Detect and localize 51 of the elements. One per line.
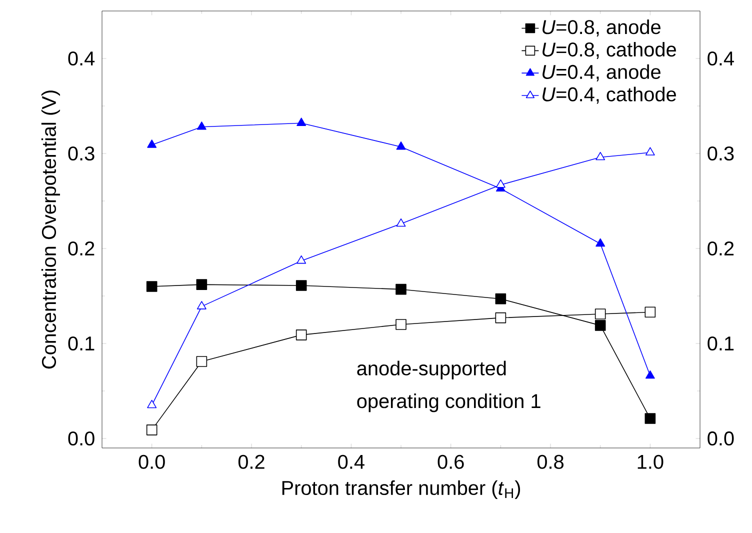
point — [496, 179, 506, 188]
point — [196, 279, 208, 290]
point — [594, 320, 606, 331]
legend-label: U=0.4, cathode — [542, 86, 676, 104]
point — [396, 319, 406, 330]
point — [146, 281, 158, 292]
y-axis-title: Concentration Overpotential (V) — [41, 90, 60, 369]
point — [296, 118, 306, 126]
point — [594, 308, 606, 320]
point — [147, 400, 157, 408]
point — [396, 218, 406, 227]
x-tick-label: 0.4 — [338, 454, 364, 469]
y2-tick-label: 0.1 — [708, 336, 734, 351]
x-tick-label: 1.0 — [638, 454, 664, 469]
x-axis-title: Proton transfer number (t$_{H}$) — [282, 480, 520, 499]
x-tick-label: 0.6 — [438, 454, 464, 469]
point — [146, 424, 158, 436]
y2-tick-label: 0.4 — [708, 51, 734, 66]
point — [296, 255, 306, 264]
legend-label: U=0.4, anode — [542, 64, 660, 82]
y2-tick-label: 0.3 — [708, 146, 734, 161]
y-tick-label: 0.0 — [68, 431, 94, 446]
y2-tick-label: 0.0 — [708, 431, 734, 446]
y-tick-label: 0.3 — [68, 146, 94, 161]
point — [495, 312, 506, 324]
point — [196, 121, 206, 130]
point — [645, 370, 655, 379]
y-tick-label: 0.4 — [68, 51, 95, 66]
point — [596, 238, 606, 247]
point — [495, 293, 506, 304]
x-tick-label: 0.0 — [138, 454, 165, 469]
y-tick-label: 0.2 — [68, 241, 94, 256]
point — [644, 306, 656, 318]
point — [196, 356, 208, 367]
point — [596, 152, 606, 160]
legend-label: U=0.8, anode — [542, 20, 660, 37]
annotation: operating condition 1 — [357, 394, 540, 412]
y-tick-label: 0.1 — [68, 336, 94, 351]
x-tick-label: 0.8 — [537, 454, 564, 469]
point — [396, 141, 406, 150]
point — [644, 413, 656, 424]
point — [147, 140, 157, 148]
point — [296, 280, 307, 291]
annotation: anode-supported — [357, 360, 506, 380]
x-tick-label: 0.2 — [238, 454, 264, 469]
point — [645, 147, 655, 156]
y2-tick-label: 0.2 — [708, 241, 734, 256]
point — [196, 301, 206, 310]
legend-label: U=0.8, cathode — [542, 42, 676, 59]
point — [296, 330, 307, 340]
point — [396, 284, 406, 295]
